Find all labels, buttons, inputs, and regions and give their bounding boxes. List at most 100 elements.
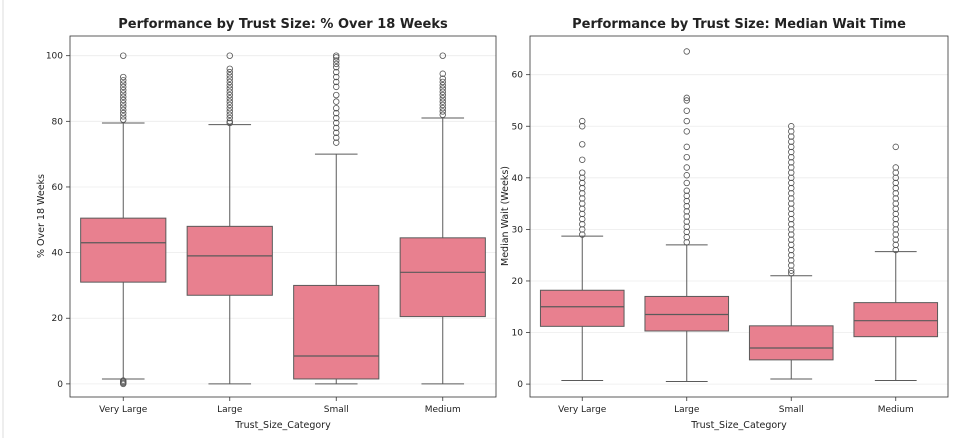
- outlier-point: [439, 91, 446, 99]
- outlier-point: [226, 68, 233, 76]
- outlier-point: [579, 210, 586, 218]
- outlier-point: [120, 109, 127, 117]
- outlier-point: [226, 52, 233, 59]
- outlier-point: [788, 210, 795, 218]
- outlier-point: [892, 164, 899, 171]
- outlier-point: [120, 52, 127, 59]
- outlier-point: [579, 179, 586, 187]
- outlier-point: [788, 246, 795, 254]
- box-medium: [853, 143, 939, 381]
- outlier-point: [439, 88, 446, 95]
- box-large: [186, 52, 273, 385]
- outlier-point: [683, 239, 690, 246]
- outlier-point: [788, 133, 795, 140]
- outlier-point: [579, 123, 586, 130]
- x-tick-label: Medium: [425, 405, 461, 415]
- outlier-point: [892, 174, 899, 182]
- y-tick-label: 10: [512, 329, 524, 339]
- outlier-point: [226, 65, 233, 73]
- outlier-point: [788, 231, 795, 238]
- x-tick-label: Small: [779, 405, 804, 415]
- x-tick-label: Large: [217, 405, 243, 415]
- outlier-point: [683, 143, 690, 151]
- outlier-point: [683, 179, 690, 187]
- x-axis-label: Trust_Size_Category: [690, 420, 787, 431]
- outlier-point: [333, 63, 340, 71]
- y-tick-label: 60: [512, 71, 524, 81]
- iqr-box: [186, 225, 273, 296]
- outlier-point: [683, 228, 690, 236]
- y-axis-label: Median Wait (Weeks): [500, 166, 511, 266]
- outlier-point: [439, 111, 446, 118]
- outlier-point: [788, 215, 795, 223]
- boxes-layer: [539, 48, 939, 383]
- x-axis-label: Trust_Size_Category: [234, 420, 331, 431]
- outlier-point: [333, 134, 340, 141]
- outlier-point: [226, 95, 233, 102]
- outlier-point: [579, 141, 586, 148]
- outlier-point: [579, 231, 586, 238]
- chart-over-18-weeks: 0 20 40 60 80 100 Very Large Large Small Medium P…: [36, 17, 497, 431]
- outlier-point: [892, 200, 899, 207]
- outlier-point: [120, 73, 127, 81]
- outlier-point: [788, 164, 795, 171]
- outlier-point: [579, 226, 586, 233]
- outlier-point: [439, 85, 446, 92]
- chart-title: Performance by Trust Size: % Over 18 Wee…: [118, 17, 448, 32]
- outlier-point: [788, 205, 795, 212]
- outlier-point: [892, 190, 899, 197]
- outlier-point: [683, 48, 690, 55]
- outlier-point: [439, 82, 446, 89]
- outlier-point: [579, 190, 586, 197]
- iqr-box: [293, 284, 380, 380]
- outlier-point: [439, 108, 446, 115]
- outlier-point: [333, 57, 340, 64]
- outlier-point: [439, 52, 446, 59]
- outlier-point: [333, 129, 340, 137]
- outlier-point: [683, 128, 690, 135]
- outlier-point: [788, 123, 795, 130]
- outlier-point: [683, 233, 690, 241]
- outlier-point: [892, 226, 899, 233]
- ticks-layer: 0 10 20 30 40 50 60 Very Large Large Small Medium: [512, 71, 914, 415]
- box-large: [644, 48, 730, 383]
- outlier-point: [226, 78, 233, 86]
- outlier-point: [120, 96, 127, 104]
- box-small: [293, 52, 380, 385]
- outlier-point: [683, 218, 690, 225]
- x-tick-label: Small: [324, 405, 349, 415]
- x-tick-label: Large: [674, 405, 700, 415]
- outlier-point: [120, 83, 127, 91]
- outlier-point: [788, 251, 795, 259]
- outlier-point: [579, 221, 586, 228]
- outlier-point: [226, 118, 233, 125]
- outlier-point: [333, 54, 340, 61]
- outlier-point: [333, 68, 340, 76]
- outlier-point: [120, 80, 127, 87]
- outlier-point: [120, 86, 127, 94]
- x-tick-label: Medium: [878, 405, 914, 415]
- outlier-point: [892, 205, 899, 212]
- outlier-point: [120, 103, 127, 110]
- outlier-point: [120, 90, 127, 97]
- outlier-point: [683, 94, 690, 102]
- outlier-point: [788, 179, 795, 187]
- outlier-point: [788, 159, 795, 166]
- outlier-point: [788, 241, 795, 249]
- outlier-point: [683, 192, 690, 200]
- outlier-point: [683, 223, 690, 231]
- outlier-point: [788, 143, 795, 151]
- outlier-point: [120, 113, 127, 120]
- outlier-point: [333, 73, 340, 81]
- outlier-point: [892, 215, 899, 223]
- outlier-point: [439, 104, 446, 112]
- outlier-point: [788, 221, 795, 228]
- outlier-point: [333, 98, 340, 105]
- outlier-point: [683, 213, 690, 220]
- x-tick-label: Very Large: [99, 405, 148, 415]
- y-tick-label: 20: [52, 314, 64, 324]
- outlier-point: [892, 169, 899, 176]
- outlier-point: [579, 200, 586, 207]
- outlier-point: [226, 119, 233, 127]
- outlier-point: [788, 169, 795, 176]
